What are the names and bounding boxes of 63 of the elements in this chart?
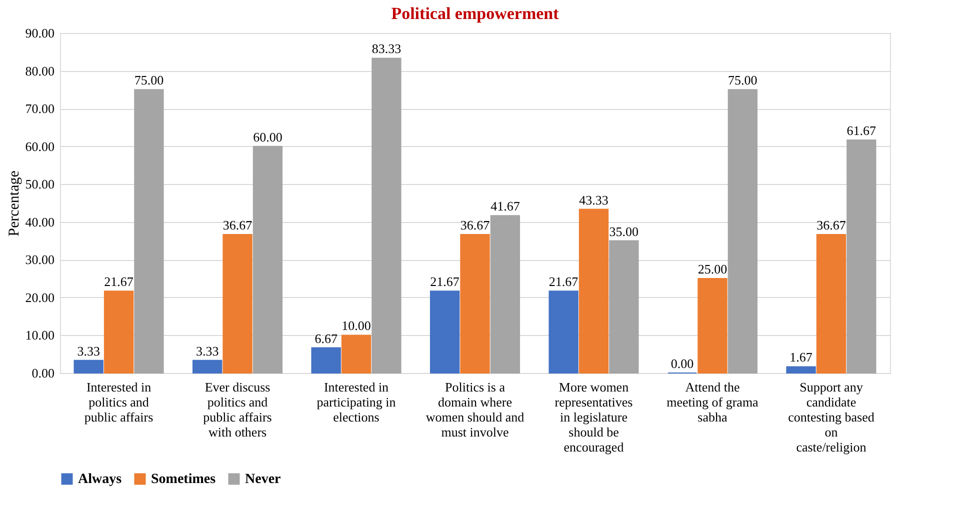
data-label: 25.00 [698, 262, 728, 277]
data-label: 43.33 [579, 192, 608, 208]
x-tick-label: Interested in participating in elections [316, 380, 396, 424]
bar [548, 290, 578, 374]
legend-label: Never [245, 472, 281, 487]
y-tick-label: 20.00 [25, 290, 54, 305]
bar [74, 360, 104, 374]
y-tick-label: 50.00 [25, 176, 54, 192]
bar [104, 290, 134, 374]
y-tick-label: 30.00 [25, 252, 54, 268]
y-tick-label: 0.00 [32, 366, 54, 380]
y-tick-label: 10.00 [25, 328, 54, 343]
bar [222, 234, 252, 374]
bar [728, 89, 758, 374]
data-label: 61.67 [846, 123, 877, 138]
bar [430, 290, 460, 374]
data-label: 36.67 [222, 217, 253, 232]
y-tick-label: 80.00 [25, 63, 54, 78]
bar [846, 140, 876, 374]
data-label: 10.00 [342, 318, 371, 334]
legend-label: Always [78, 472, 122, 487]
x-tick-label: Ever discuss politics and public affairs with others [203, 380, 272, 440]
x-tick-label: Interested in politics and public affairs [84, 380, 154, 424]
data-label: 21.67 [548, 274, 579, 290]
bar [372, 58, 402, 374]
y-tick-label: 40.00 [25, 214, 54, 230]
bar [490, 215, 520, 374]
y-tick-label: 60.00 [25, 138, 54, 154]
bar [341, 334, 372, 374]
data-label: 21.67 [104, 274, 134, 290]
bar [311, 347, 341, 374]
bar [460, 234, 490, 374]
data-label: 83.33 [372, 41, 402, 56]
x-tick-label: Support any candidate contesting based on caste/religion [788, 380, 875, 454]
data-label: 6.67 [314, 330, 338, 346]
y-tick-label: 70.00 [25, 101, 54, 116]
data-label: 36.67 [460, 217, 490, 232]
chart-title: Political empowerment [391, 4, 560, 23]
x-tick-label: Attend the meeting of grama sabha [666, 380, 759, 424]
data-label: 75.00 [134, 72, 164, 88]
y-tick-label: 90.00 [25, 26, 54, 40]
bar [134, 89, 164, 374]
data-label: 60.00 [253, 129, 282, 144]
data-label: 41.67 [490, 198, 520, 214]
data-label: 35.00 [609, 224, 639, 239]
bar [252, 146, 283, 374]
data-label: 75.00 [728, 72, 758, 88]
bar [609, 240, 639, 374]
bar [578, 208, 609, 374]
data-label: 3.33 [196, 343, 219, 358]
data-label: 1.67 [790, 350, 813, 365]
bar [192, 360, 222, 374]
data-label: 3.33 [77, 343, 100, 358]
x-tick-label: More women representatives in legislature should be encouraged [554, 380, 633, 454]
data-label: 0.00 [670, 356, 694, 371]
bar [786, 366, 816, 374]
x-tick-label: Politics is a domain where women should and must involve [426, 380, 525, 440]
bar [698, 278, 728, 374]
data-label: 21.67 [430, 274, 460, 290]
data-label: 36.67 [816, 217, 846, 232]
bar [816, 234, 846, 374]
legend-label: Sometimes [151, 472, 216, 487]
y-axis-title: Percentage [6, 170, 22, 236]
